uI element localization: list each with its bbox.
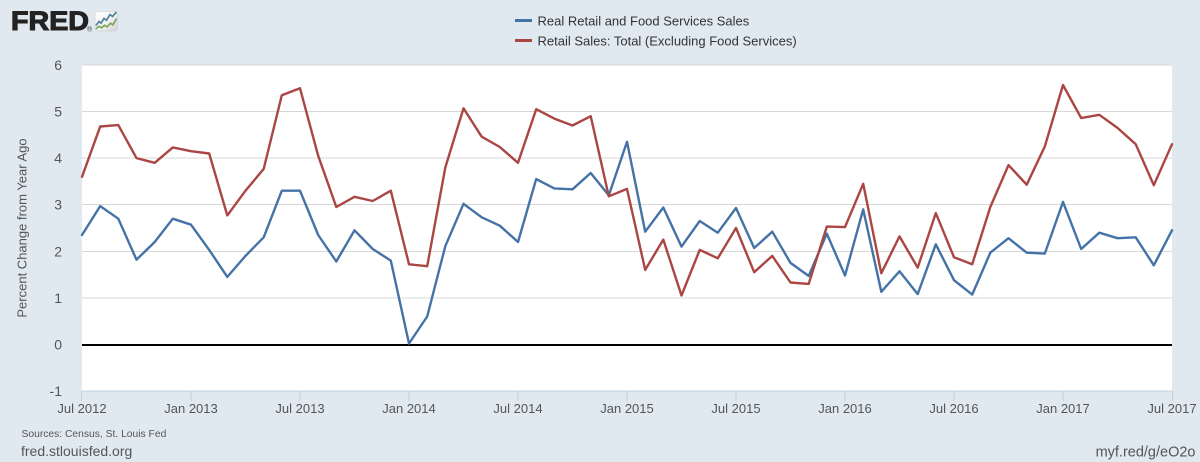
svg-text:Jan 2014: Jan 2014 (382, 401, 436, 416)
svg-text:fred.stlouisfed.org: fred.stlouisfed.org (21, 443, 132, 459)
svg-text:3: 3 (54, 197, 62, 213)
svg-text:Jul 2014: Jul 2014 (493, 401, 542, 416)
svg-text:1: 1 (54, 290, 62, 306)
svg-text:Real Retail and Food Services: Real Retail and Food Services Sales (538, 14, 750, 29)
svg-text:5: 5 (54, 104, 62, 120)
svg-text:4: 4 (54, 150, 62, 166)
svg-text:Jan 2015: Jan 2015 (600, 401, 654, 416)
svg-text:Jul 2017: Jul 2017 (1147, 401, 1196, 416)
svg-text:Retail Sales: Total (Excluding: Retail Sales: Total (Excluding Food Serv… (538, 34, 797, 49)
svg-text:6: 6 (54, 57, 62, 73)
svg-text:Jul 2016: Jul 2016 (929, 401, 978, 416)
svg-text:FRED: FRED (11, 6, 89, 36)
svg-text:Jul 2012: Jul 2012 (57, 401, 106, 416)
svg-text:Jan 2016: Jan 2016 (818, 401, 872, 416)
svg-text:Jan 2017: Jan 2017 (1036, 401, 1090, 416)
svg-text:myf.red/g/eO2o: myf.red/g/eO2o (1096, 445, 1196, 461)
svg-text:Jul 2013: Jul 2013 (275, 401, 324, 416)
svg-text:0: 0 (54, 336, 62, 352)
svg-text:Jul 2015: Jul 2015 (711, 401, 760, 416)
svg-text:-1: -1 (50, 383, 63, 399)
svg-text:Percent Change from Year Ago: Percent Change from Year Ago (15, 138, 30, 317)
svg-text:2: 2 (54, 243, 62, 259)
svg-text:®: ® (87, 26, 93, 34)
svg-text:Sources: Census, St. Louis Fed: Sources: Census, St. Louis Fed (22, 429, 167, 440)
svg-text:Jan 2013: Jan 2013 (164, 401, 218, 416)
